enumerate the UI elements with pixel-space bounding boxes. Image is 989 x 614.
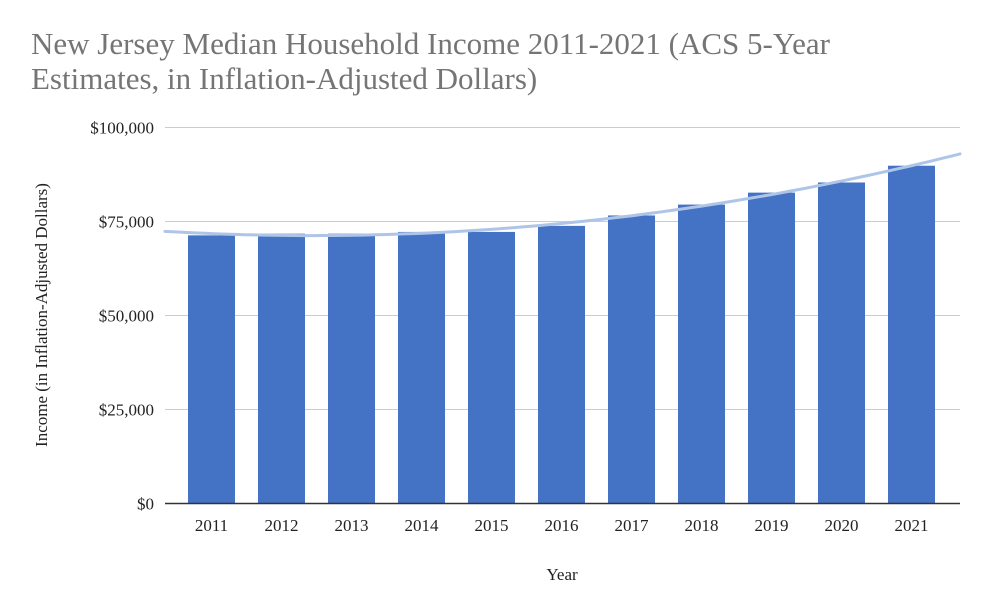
x-tick-label: 2011 bbox=[195, 516, 228, 535]
bar-2013 bbox=[328, 233, 375, 503]
bar-2015 bbox=[468, 231, 515, 504]
x-tick-labels: 2011 2012 2013 2014 2015 2016 2017 2018 2019 2020… bbox=[195, 516, 929, 535]
y-tick-labels: $0 $25,000 $50,000 $75,000 $100,000 bbox=[90, 119, 154, 514]
x-tick-label: 2015 bbox=[475, 516, 509, 535]
bar-2020 bbox=[818, 182, 865, 503]
chart-title: New Jersey Median Household Income 2011-… bbox=[31, 26, 830, 96]
bar-2014 bbox=[398, 231, 445, 504]
x-tick-label: 2020 bbox=[825, 516, 859, 535]
x-tick-label: 2013 bbox=[335, 516, 369, 535]
x-tick-label: 2017 bbox=[615, 516, 650, 535]
x-axis-title: Year bbox=[546, 565, 578, 584]
x-tick-label: 2012 bbox=[265, 516, 299, 535]
y-tick-label: $25,000 bbox=[99, 401, 154, 420]
x-tick-label: 2018 bbox=[685, 516, 719, 535]
y-axis-title: Income (in Inflation-Adjusted Dollars) bbox=[32, 183, 51, 447]
y-tick-label: $75,000 bbox=[99, 213, 154, 232]
bar-2012 bbox=[258, 233, 305, 503]
x-tick-label: 2014 bbox=[405, 516, 440, 535]
y-tick-label: $50,000 bbox=[99, 307, 154, 326]
bar-2019 bbox=[748, 192, 795, 503]
bar-2021 bbox=[888, 165, 935, 503]
x-tick-label: 2019 bbox=[755, 516, 789, 535]
y-tick-label: $0 bbox=[137, 495, 154, 514]
bars bbox=[188, 165, 935, 504]
bar-2017 bbox=[608, 215, 655, 504]
x-tick-label: 2016 bbox=[545, 516, 579, 535]
x-tick-label: 2021 bbox=[895, 516, 929, 535]
trendline bbox=[163, 152, 962, 238]
y-tick-label: $100,000 bbox=[90, 119, 154, 138]
bar-2011 bbox=[188, 235, 235, 503]
bar-2018 bbox=[678, 204, 725, 503]
bar-2016 bbox=[538, 225, 585, 503]
trendline-layer bbox=[163, 152, 962, 238]
